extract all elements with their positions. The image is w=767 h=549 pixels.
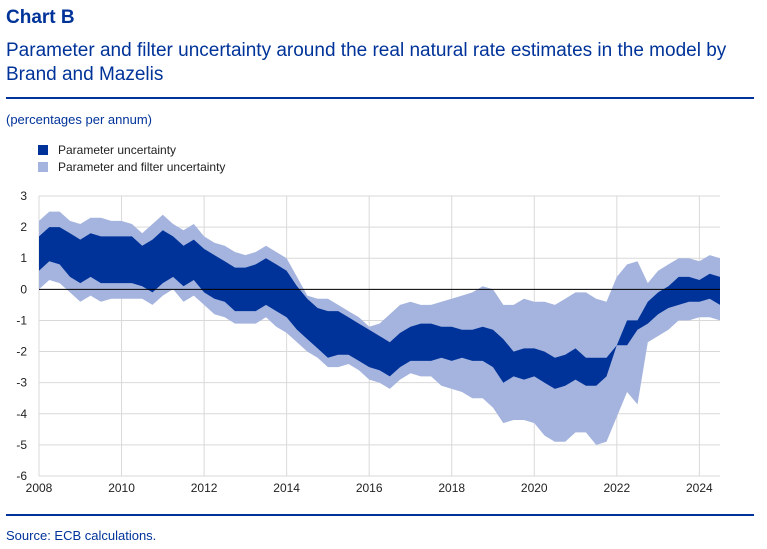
y-tick-label: -6 — [16, 469, 27, 483]
y-tick-label: 3 — [20, 189, 27, 203]
parameter-uncertainty-band — [39, 227, 720, 389]
y-tick-label: 1 — [20, 251, 27, 265]
legend-item-parameter: Parameter uncertainty — [38, 141, 225, 158]
source-rule — [6, 514, 754, 516]
chart-title: Parameter and filter uncertainty around … — [6, 40, 727, 85]
source-note: Source: ECB calculations. — [6, 528, 157, 543]
x-tick-label: 2016 — [356, 481, 383, 495]
x-tick-label: 2012 — [191, 481, 218, 495]
x-tick-label: 2018 — [438, 481, 465, 495]
y-tick-label: -1 — [16, 313, 27, 327]
legend: Parameter uncertainty Parameter and filt… — [38, 141, 225, 175]
y-tick-label: -4 — [16, 407, 27, 421]
legend-item-parameter-filter: Parameter and filter uncertainty — [38, 158, 225, 175]
bands — [39, 211, 720, 445]
x-tick-label: 2020 — [521, 481, 548, 495]
x-tick-label: 2010 — [108, 481, 135, 495]
x-tick-label: 2022 — [603, 481, 630, 495]
y-tick-label: -2 — [16, 345, 27, 359]
chart-label: Chart B — [6, 7, 75, 28]
y-tick-label: 2 — [20, 220, 27, 234]
legend-label-parameter: Parameter uncertainty — [58, 142, 177, 157]
x-tick-label: 2014 — [273, 481, 300, 495]
x-tick-label: 2024 — [686, 481, 713, 495]
x-axis-ticks: 2008 2010 2012 2014 2016 2018 2020 2022 2024 — [26, 481, 713, 495]
units-label: (percentages per annum) — [6, 112, 152, 127]
legend-swatch-parameter-filter — [38, 161, 48, 172]
title-rule — [6, 97, 754, 99]
x-tick-label: 2008 — [26, 481, 53, 495]
y-axis-ticks: -6 -5 -4 -3 -2 -1 0 1 2 3 — [16, 189, 27, 483]
legend-swatch-parameter — [38, 144, 48, 155]
y-tick-label: 0 — [20, 282, 27, 296]
legend-label-parameter-filter: Parameter and filter uncertainty — [58, 159, 226, 174]
y-tick-label: -3 — [16, 376, 27, 390]
y-tick-label: -5 — [16, 438, 27, 452]
